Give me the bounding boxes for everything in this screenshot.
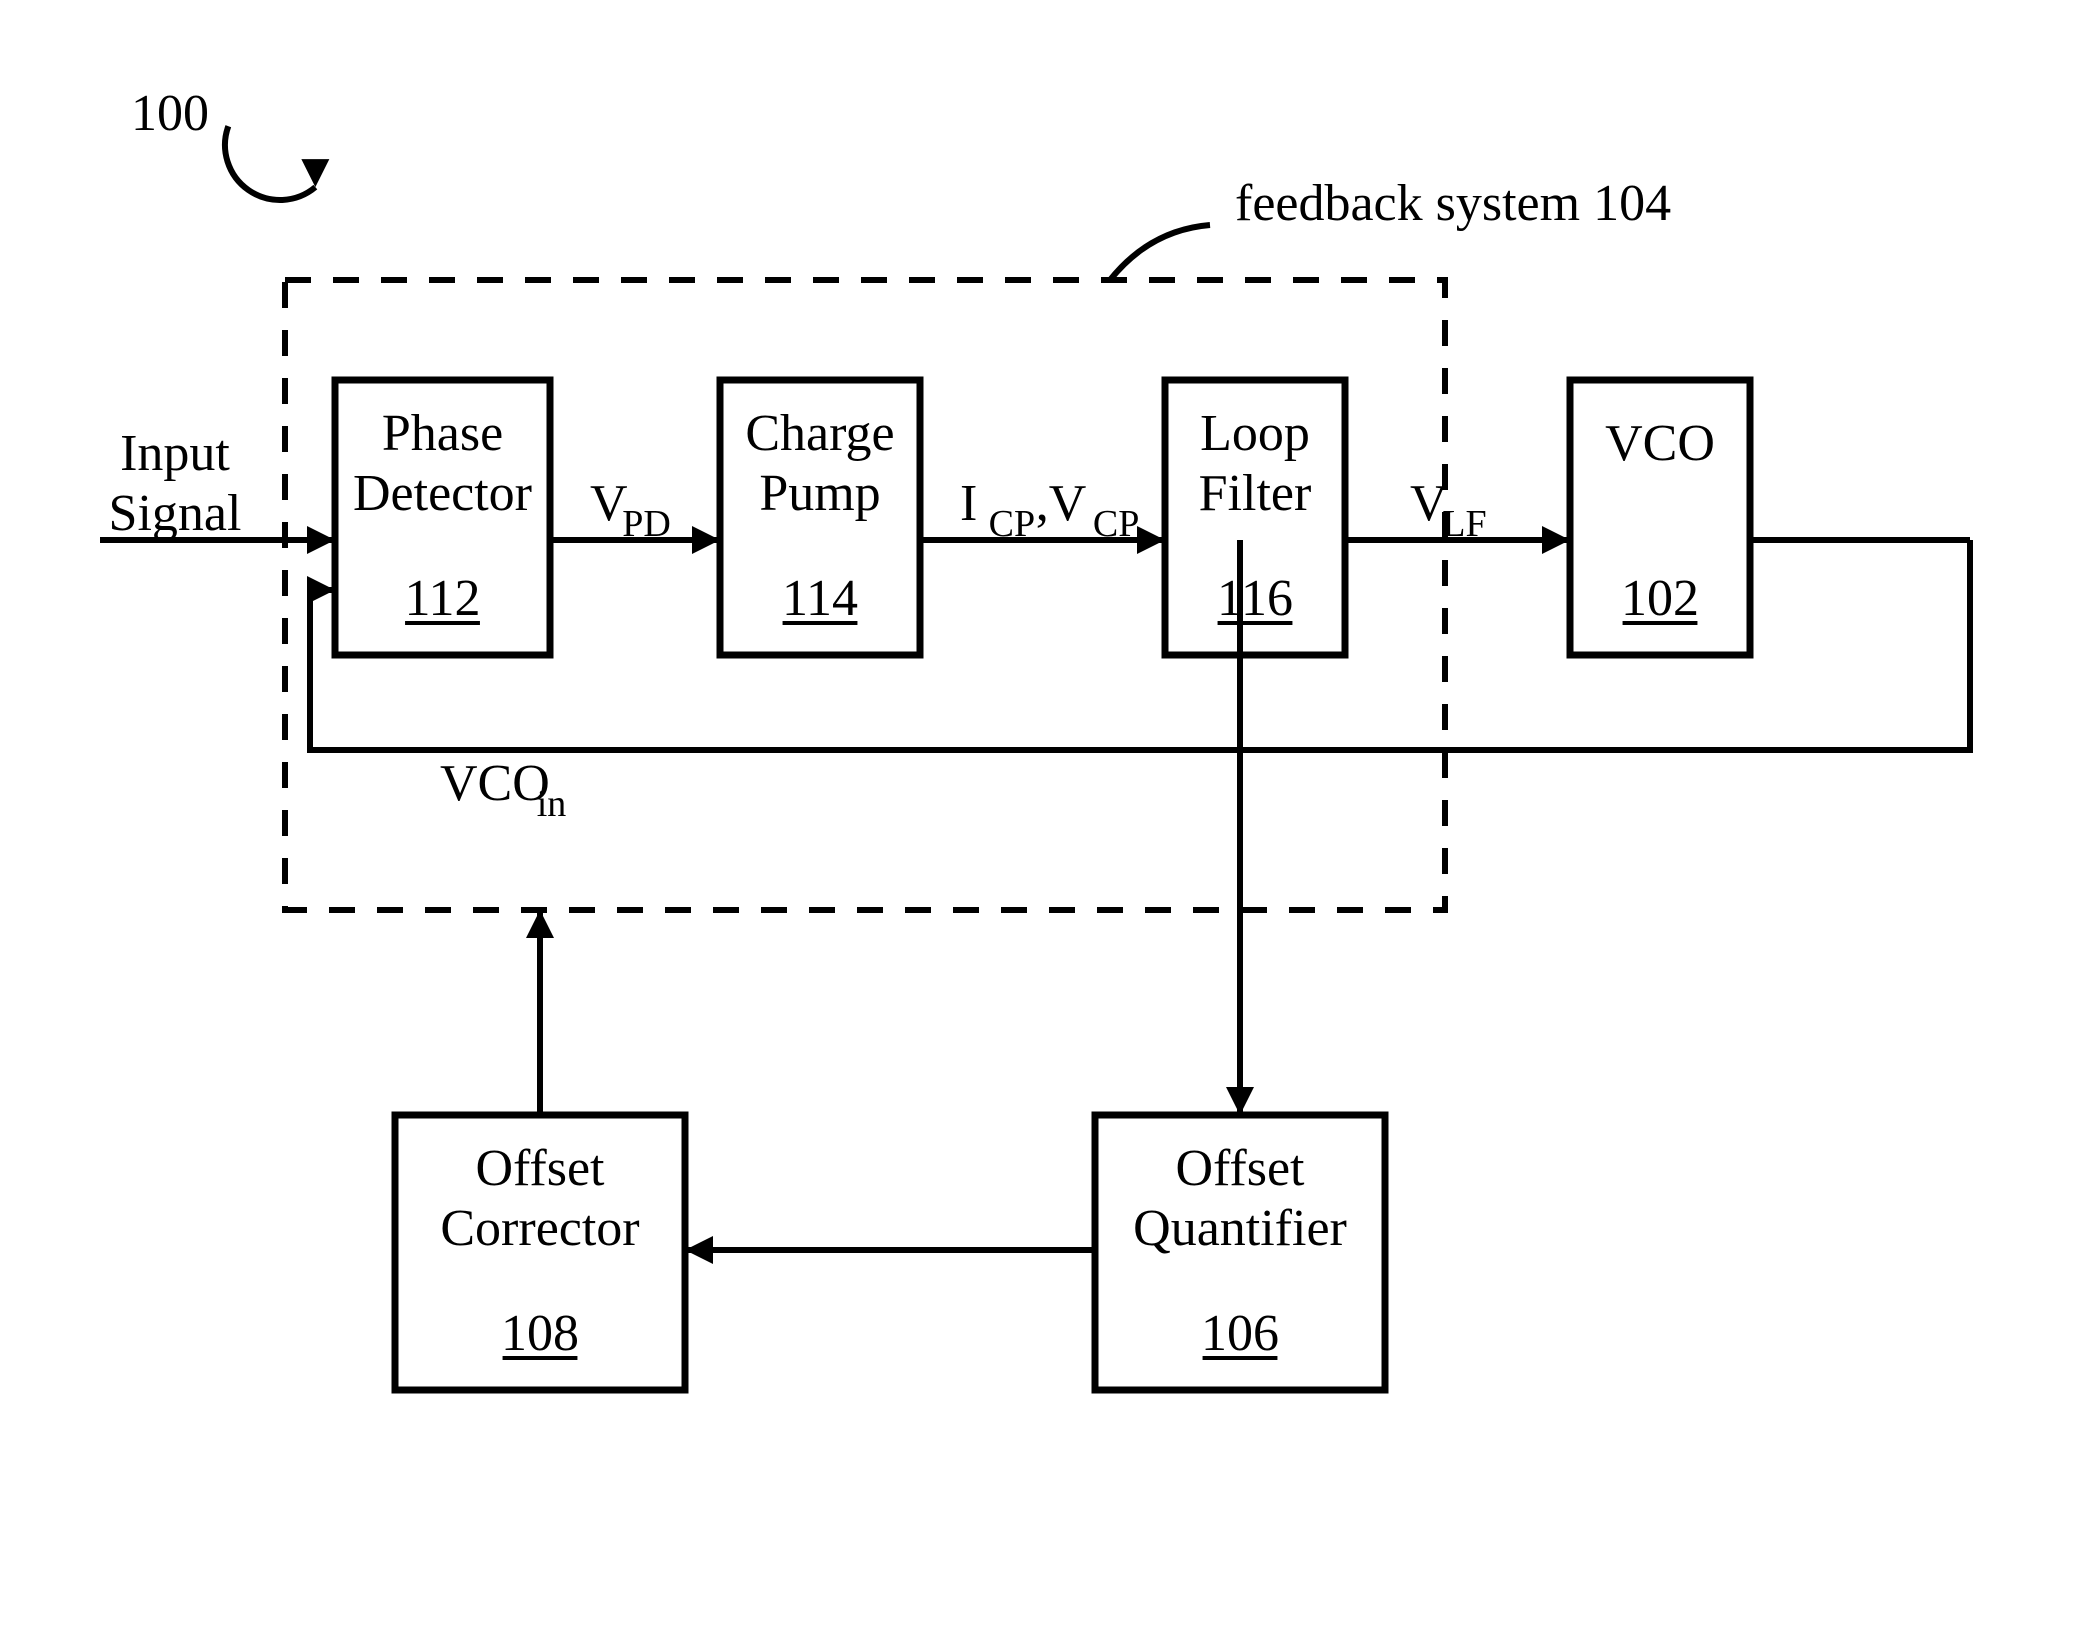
feedback-system-label: feedback system 104 [1235,175,1671,232]
svg-text:PD: PD [622,503,671,545]
phase_detector-ref: 112 [404,570,480,627]
phase_detector: PhaseDetector 112 [335,380,550,655]
offset_quantifier-label-1: Quantifier [1133,1200,1347,1257]
vco-label-0: VCO [1605,415,1715,472]
feedback-system-leader [1110,225,1210,280]
input-label-2: Signal [109,485,242,542]
loop_filter: LoopFilter 116 [1165,380,1345,655]
svg-text:CP: CP [989,503,1035,545]
vco-ref: 102 [1621,570,1699,627]
offset_quantifier: OffsetQuantifier 106 [1095,1115,1385,1390]
label-icp-vcp: I CP,VCP [960,475,1139,545]
offset_corrector-label-1: Corrector [440,1200,639,1257]
vco: VCO 102 [1570,380,1750,655]
svg-text:LF: LF [1442,503,1486,545]
svg-text:,V: ,V [1036,475,1087,532]
svg-text:CP: CP [1093,503,1139,545]
offset_corrector-label-0: Offset [475,1140,605,1197]
input-label-1: Input [120,425,230,482]
charge_pump: ChargePump 114 [720,380,920,655]
loop_filter-label-0: Loop [1200,405,1310,462]
offset_corrector-ref: 108 [501,1305,579,1362]
label-vlf: VLF [1410,475,1487,545]
label-vpd: VPD [590,475,671,545]
offset_corrector: OffsetCorrector 108 [395,1115,685,1390]
offset_quantifier-label-0: Offset [1175,1140,1305,1197]
phase_detector-label-1: Detector [353,465,532,522]
charge_pump-label-0: Charge [745,405,894,462]
offset_quantifier-ref: 106 [1201,1305,1279,1362]
charge_pump-label-1: Pump [759,465,880,522]
figure-leader [225,126,315,200]
label-vcoin: VCOin [440,755,566,825]
phase_detector-label-0: Phase [382,405,503,462]
figure-number: 100 [131,85,209,142]
loop_filter-label-1: Filter [1199,465,1312,522]
svg-text:VCO: VCO [440,755,550,812]
svg-text:I: I [960,475,977,532]
loop_filter-ref: 116 [1217,570,1293,627]
svg-text:in: in [537,783,567,825]
charge_pump-ref: 114 [782,570,858,627]
